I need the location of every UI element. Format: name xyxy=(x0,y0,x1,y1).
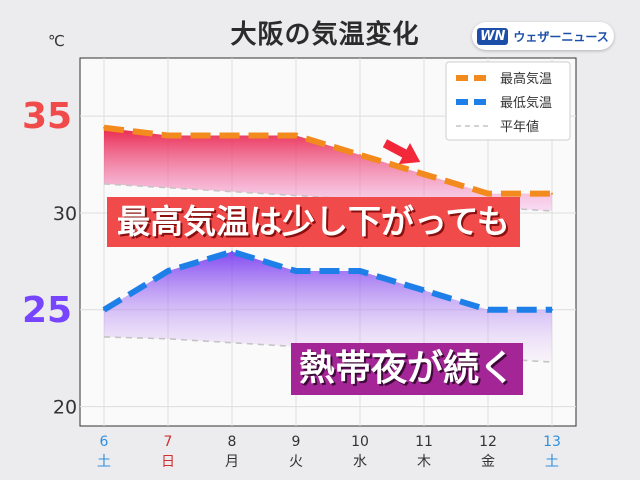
y-tick-label: 35 xyxy=(22,96,72,137)
data-point xyxy=(103,308,105,311)
x-weekday-label: 水 xyxy=(353,454,367,470)
y-tick-label: 25 xyxy=(22,290,72,331)
data-point xyxy=(295,270,297,273)
banner-max-temp: 最高気温は少し下がっても xyxy=(107,197,520,247)
x-weekday-label: 木 xyxy=(417,454,431,470)
legend-label: 平年値 xyxy=(500,119,539,135)
trend-arrow-shaft xyxy=(382,139,409,159)
data-point xyxy=(295,134,297,137)
data-point xyxy=(167,270,169,273)
x-tick-label: 12 xyxy=(479,434,497,450)
series-line-0 xyxy=(103,124,552,197)
y-tick-label: 20 xyxy=(53,397,77,419)
legend-box xyxy=(445,61,571,141)
x-tick-label: 8 xyxy=(228,434,237,450)
x-weekday-label: 土 xyxy=(97,454,111,470)
trend-arrow xyxy=(382,139,421,165)
brand-name: ウェザーニュース xyxy=(513,29,609,44)
brand-logo-icon: WN xyxy=(477,27,509,45)
series-line-1 xyxy=(102,248,552,313)
legend-label: 最低気温 xyxy=(500,95,552,111)
x-tick-label: 10 xyxy=(351,434,369,450)
data-point xyxy=(103,126,105,129)
unit-label: ℃ xyxy=(48,32,65,50)
x-tick-label: 6 xyxy=(100,434,109,450)
data-point xyxy=(487,308,489,311)
data-point xyxy=(359,153,361,156)
data-point xyxy=(231,250,233,253)
chart-title: 大阪の気温変化 xyxy=(230,20,420,50)
data-point xyxy=(359,270,361,273)
data-point xyxy=(423,173,425,176)
trend-arrow-head xyxy=(398,142,421,165)
legend-label: 最高気温 xyxy=(500,71,552,87)
x-tick-label: 13 xyxy=(543,434,561,450)
x-tick-label: 7 xyxy=(164,434,173,450)
x-tick-label: 11 xyxy=(415,434,433,450)
data-point xyxy=(551,192,553,195)
banner-tropical-night: 熱帯夜が続く xyxy=(291,343,524,395)
x-weekday-label: 火 xyxy=(289,454,303,470)
y-tick-labels: 20 25 30 35 xyxy=(22,96,77,419)
x-weekday-label: 日 xyxy=(161,454,175,470)
y-tick-label: 30 xyxy=(53,203,77,225)
data-point xyxy=(423,289,425,292)
x-weekday-label: 金 xyxy=(481,454,495,470)
data-point xyxy=(551,308,553,311)
data-point xyxy=(487,192,489,195)
x-tick-labels: 6 土 7 日 8 月 9 火 10 水 11 木 12 金 13 土 xyxy=(97,434,561,470)
area-min-temp xyxy=(104,251,552,363)
x-tick-label: 9 xyxy=(292,434,301,450)
data-point xyxy=(167,134,169,137)
data-point xyxy=(231,134,233,137)
x-weekday-label: 土 xyxy=(545,454,559,470)
x-weekday-label: 月 xyxy=(225,454,239,470)
brand-badge: WN ウェザーニュース xyxy=(472,22,614,50)
